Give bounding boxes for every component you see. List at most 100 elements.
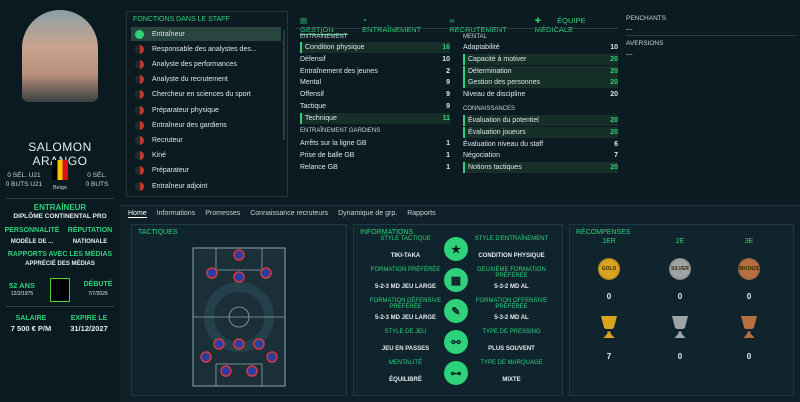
staff-role-item[interactable]: Entraîneur des gardiens xyxy=(131,118,281,132)
info-icon: ✎ xyxy=(444,299,468,323)
tab-equipe-medicale[interactable]: ✚ ÉQUIPE MÉDICALE xyxy=(535,16,606,35)
debut-date: 7/7/2026 xyxy=(88,291,108,297)
attribute-row: Capacité à motiver 20 xyxy=(463,53,618,65)
attribute-name: Niveau de discipline xyxy=(463,91,526,99)
player-marker xyxy=(213,338,225,350)
tab-entrainement[interactable]: ◔ ENTRAÎNEMENT xyxy=(362,16,435,35)
medal-icon: SILVER xyxy=(669,258,691,280)
attribute-row: Offensif 9 xyxy=(300,89,450,100)
attribute-row: Tactique 9 xyxy=(300,101,450,112)
attribute-row: Technique 11 xyxy=(300,112,450,124)
nav-tab[interactable]: Home xyxy=(128,210,147,218)
debut-label: DÉBUTÉ xyxy=(83,281,113,288)
role-status-icon xyxy=(135,75,144,85)
info-label-right: FORMATION OFFENSIVE PRÉFÉRÉE xyxy=(475,298,548,310)
tactics-panel: TACTIQUES xyxy=(131,224,347,396)
top-box xyxy=(215,247,263,271)
player-marker xyxy=(253,338,265,350)
staff-role-item[interactable]: Préparateur physique xyxy=(131,103,281,117)
role-status-icon xyxy=(135,29,144,39)
staff-role-label: Recruteur xyxy=(152,136,183,144)
info-label-left: MENTALITÉ xyxy=(388,360,423,366)
tab-label: ÉQUIPE MÉDICALE xyxy=(534,16,586,34)
attribute-name: Notions tactiques xyxy=(468,164,522,172)
staff-role-label: Entraîneur adjoint xyxy=(152,182,208,190)
role-label: ENTRAÎNEUR xyxy=(33,203,87,212)
attribute-row: Gestion des personnes 20 xyxy=(463,77,618,89)
rewards-column-head: 2E xyxy=(675,238,685,245)
nav-tab[interactable]: Rapports xyxy=(407,210,436,217)
attribute-value: 9 xyxy=(446,91,450,99)
coach-portrait xyxy=(22,10,98,102)
info-value-right: 5-3-2 MD AL xyxy=(494,284,529,290)
tab-divider xyxy=(296,28,618,29)
attribute-name: Négociation xyxy=(463,152,500,160)
attribute-name: Offensif xyxy=(300,91,324,99)
attribute-value: 9 xyxy=(446,79,450,87)
expire-label: EXPIRE LE xyxy=(70,315,108,322)
nav-tab[interactable]: Connaissance recruteurs xyxy=(250,210,329,217)
attribute-value: 16 xyxy=(442,44,450,51)
player-marker xyxy=(200,351,212,363)
staff-role-item[interactable]: Analyste des performances xyxy=(131,57,281,71)
senior-caps: 0 SÉL. xyxy=(87,172,107,179)
staff-role-item[interactable]: Préparateur xyxy=(131,164,281,178)
role-status-icon xyxy=(135,181,144,191)
attribute-row: Arrêts sur la ligne GB 1 xyxy=(300,138,450,149)
staff-role-item[interactable]: Responsable des analystes des... xyxy=(131,42,281,56)
attribute-name: Évaluation du potentiel xyxy=(468,117,539,124)
formation-pitch xyxy=(192,247,286,387)
role-status-icon xyxy=(135,135,144,145)
staff-role-label: Analyste du recrutement xyxy=(152,76,228,84)
attribute-value: 1 xyxy=(446,151,450,159)
info-icon: ⊶ xyxy=(444,361,468,385)
aversions-value: --- xyxy=(626,51,633,58)
attribute-row: Prise de balle GB 1 xyxy=(300,150,450,161)
media-value: APPRÉCIÉ DES MÉDIAS xyxy=(25,261,95,267)
attribute-name: Condition physique xyxy=(305,44,365,51)
rewards-panel: RÉCOMPENSES xyxy=(569,224,794,396)
attribute-row: Évaluation niveau du staff 6 xyxy=(463,139,618,150)
staff-role-item[interactable]: Kiné xyxy=(131,149,281,163)
nav-tab[interactable]: Dynamique de grp. xyxy=(338,210,398,217)
attribute-row: Défensif 10 xyxy=(300,54,450,65)
medal-icon: BRONZE xyxy=(738,258,760,280)
attribute-value: 11 xyxy=(442,114,450,122)
info-value-left: TIKI-TAKA xyxy=(390,253,421,259)
attribute-value: 10 xyxy=(442,55,450,63)
attribute-value: 20 xyxy=(610,128,618,136)
attribute-name: Prise de balle GB xyxy=(300,151,355,159)
staff-scrollbar[interactable] xyxy=(283,30,285,140)
nav-tab[interactable]: Informations xyxy=(156,210,196,217)
u21-goals: 0 BUTS U21 xyxy=(5,181,43,188)
info-value-right: MIXTE xyxy=(502,377,521,383)
medal-count: 0 xyxy=(606,292,612,301)
nav-tab[interactable]: Promesses xyxy=(205,210,241,217)
reputation-value: NATIONALE xyxy=(72,239,108,245)
role-status-icon xyxy=(135,90,144,100)
tab-recrutement[interactable]: ∞ RECRUTEMENT xyxy=(449,16,521,35)
bottom-box xyxy=(215,363,263,387)
aversions-label: AVERSIONS xyxy=(626,40,664,47)
informations-title: INFORMATIONS xyxy=(360,229,414,236)
attribute-value: 20 xyxy=(610,55,618,63)
media-label: RAPPORTS AVEC LES MÉDIAS xyxy=(7,251,113,258)
attribute-name: Capacité à motiver xyxy=(468,55,527,63)
info-value-left: JEU EN PASSES xyxy=(381,346,430,352)
staff-role-item[interactable]: Entraîneur adjoint xyxy=(131,179,281,193)
penchants-value: --- xyxy=(626,26,633,33)
trophy-count: 0 xyxy=(746,352,752,361)
attribute-name: Arrêts sur la ligne GB xyxy=(300,140,367,147)
knowledge-section-title: CONNAISSANCES xyxy=(463,106,516,112)
tab-gestion[interactable]: ▤ GESTION xyxy=(300,16,349,35)
staff-role-item[interactable]: Analyste du recrutement xyxy=(131,73,281,87)
attribute-name: Évaluation niveau du staff xyxy=(463,140,544,148)
staff-role-item[interactable]: Chercheur en sciences du sport xyxy=(131,88,281,102)
binoculars-icon: ∞ xyxy=(449,16,455,25)
staff-role-item[interactable]: Recruteur xyxy=(131,133,281,147)
gk-section-title: ENTRAÎNEMENT GARDIENS xyxy=(300,128,381,134)
attribute-row: Condition physique 16 xyxy=(300,42,450,53)
staff-role-item[interactable]: Entraîneur xyxy=(131,27,281,41)
attribute-name: Défensif xyxy=(300,55,326,63)
staff-role-label: Entraîneur des gardiens xyxy=(152,121,227,129)
